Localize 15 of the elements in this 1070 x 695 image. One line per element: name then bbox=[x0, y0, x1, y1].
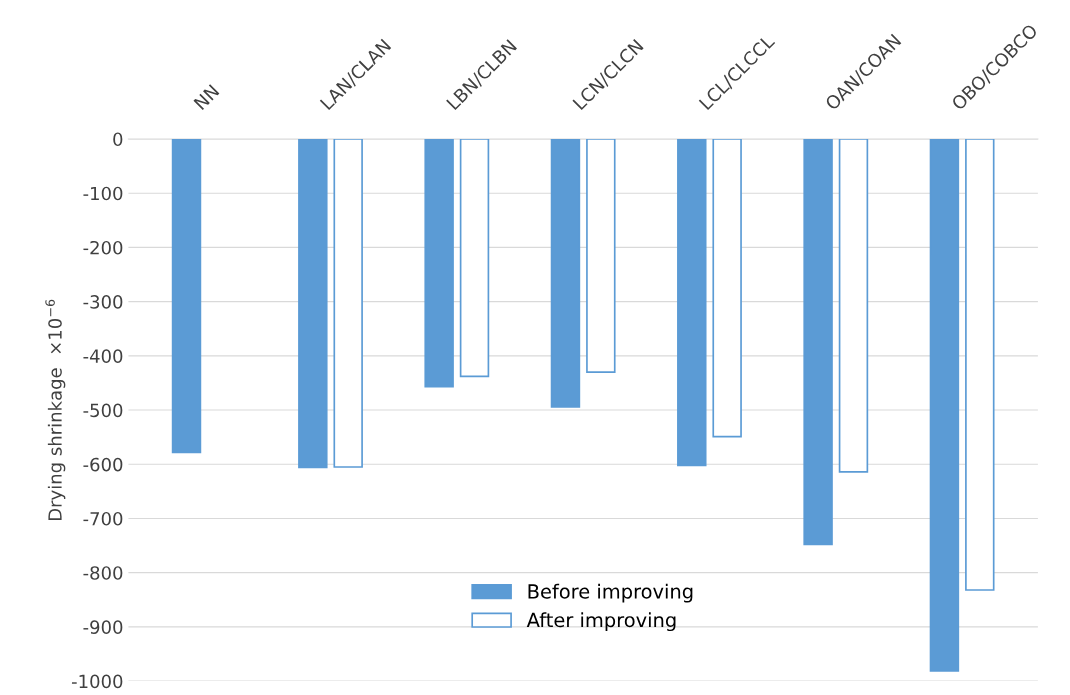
y-tick-label: -100 bbox=[83, 186, 123, 201]
y-axis-title: Drying shrinkage ×10$^{−6}$ bbox=[45, 299, 66, 521]
y-tick-label: 0 bbox=[113, 132, 123, 147]
legend-label: Before improving bbox=[528, 583, 693, 603]
legend-label: After improving bbox=[526, 612, 676, 632]
y-tick-label: -800 bbox=[83, 566, 123, 580]
x-tick-label: NN bbox=[193, 84, 220, 111]
y-tick-label: -1000 bbox=[71, 674, 123, 689]
y-tick-label: -700 bbox=[83, 511, 123, 526]
y-tick-label: -300 bbox=[83, 295, 123, 309]
y-tick-label: -400 bbox=[83, 349, 123, 363]
y-tick-label: -500 bbox=[83, 403, 123, 418]
y-tick-label: -900 bbox=[83, 620, 123, 635]
y-tick-label: -600 bbox=[83, 457, 123, 472]
y-tick-label: -200 bbox=[83, 240, 123, 255]
